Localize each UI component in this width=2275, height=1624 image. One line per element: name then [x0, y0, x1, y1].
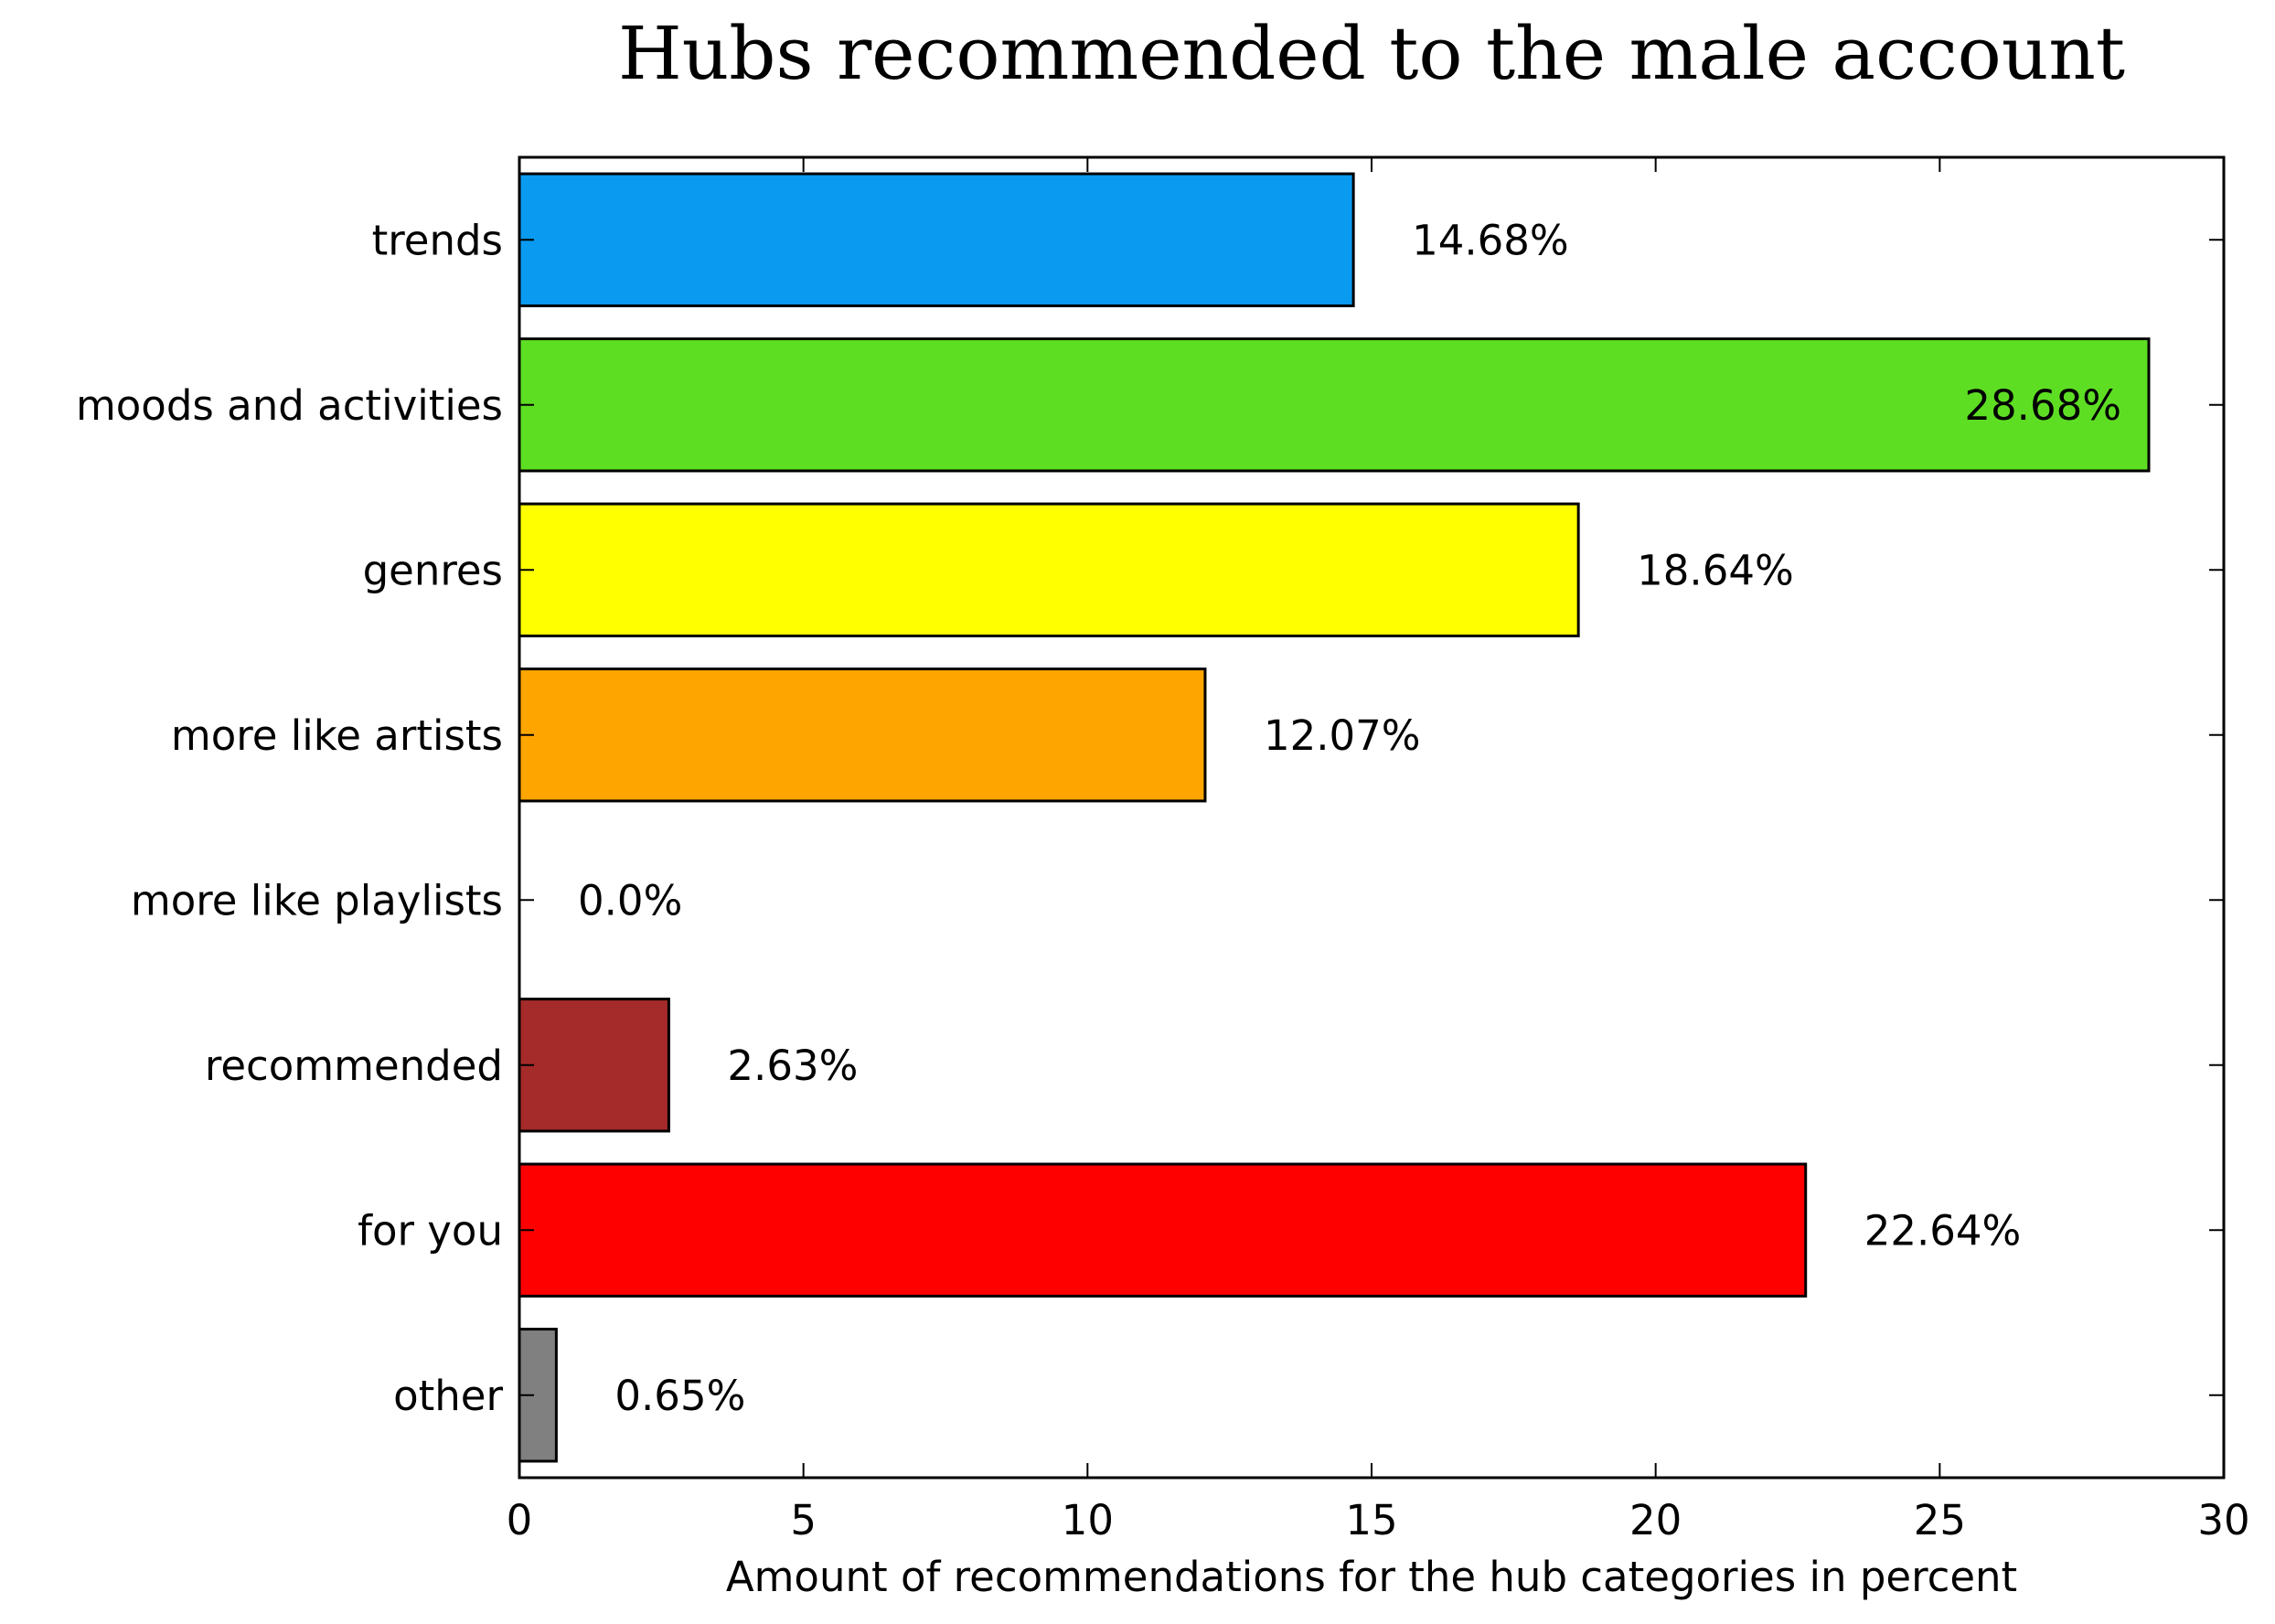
- y-tick-label-trends: trends: [372, 216, 503, 264]
- y-tick-label-more-like-playlists: more like playlists: [131, 876, 503, 924]
- y-tick-label-genres: genres: [363, 546, 503, 594]
- y-tick-label-for-you: for you: [358, 1206, 503, 1255]
- bar-trends: [518, 172, 1355, 307]
- bar-for-you: [518, 1162, 1808, 1298]
- value-labels-layer: 14.68% 28.68% 18.64% 12.07% 0.0% 2.63% 22.64% 0…: [578, 216, 2121, 1420]
- bars-layer: [518, 172, 2151, 1463]
- y-tick-label-more-like-artists: more like artists: [171, 711, 503, 760]
- value-label-for-you: 22.64%: [1864, 1206, 2022, 1255]
- value-label-more-like-playlists: 0.0%: [578, 876, 682, 924]
- bar-more-like-artists: [518, 668, 1207, 803]
- value-label-trends: 14.68%: [1412, 216, 1569, 264]
- value-label-more-like-artists: 12.07%: [1264, 711, 1421, 760]
- y-tick-label-other: other: [393, 1372, 503, 1420]
- x-tick-label-10: 10: [1062, 1496, 1114, 1544]
- x-tick-label-5: 5: [790, 1496, 817, 1544]
- value-label-other: 0.65%: [614, 1372, 745, 1420]
- y-tick-label-recommended: recommended: [205, 1042, 503, 1090]
- value-label-genres: 18.64%: [1637, 546, 1794, 594]
- bar-genres: [518, 502, 1580, 637]
- x-tick-label-30: 30: [2197, 1496, 2249, 1544]
- x-axis-ticks: 0 5 10 15 20 25 30: [507, 157, 2250, 1544]
- value-label-recommended: 2.63%: [727, 1042, 858, 1090]
- y-tick-label-moods-and-activities: moods and activities: [76, 381, 503, 430]
- y-axis-ticks: trends moods and activities genres more lik…: [76, 216, 2224, 1420]
- plot-frame: [518, 155, 2226, 1480]
- x-tick-label-25: 25: [1914, 1496, 1966, 1544]
- x-tick-label-20: 20: [1629, 1496, 1682, 1544]
- value-label-moods-and-activities: 28.68%: [1964, 381, 2121, 430]
- bar-recommended: [518, 998, 670, 1133]
- chart-title: Hubs recommended to the male account: [618, 11, 2125, 96]
- x-tick-label-15: 15: [1345, 1496, 1397, 1544]
- bar-moods-and-activities: [518, 337, 2151, 473]
- x-tick-label-0: 0: [507, 1496, 533, 1544]
- x-axis-label: Amount of recommendations for the hub ca…: [726, 1553, 2017, 1601]
